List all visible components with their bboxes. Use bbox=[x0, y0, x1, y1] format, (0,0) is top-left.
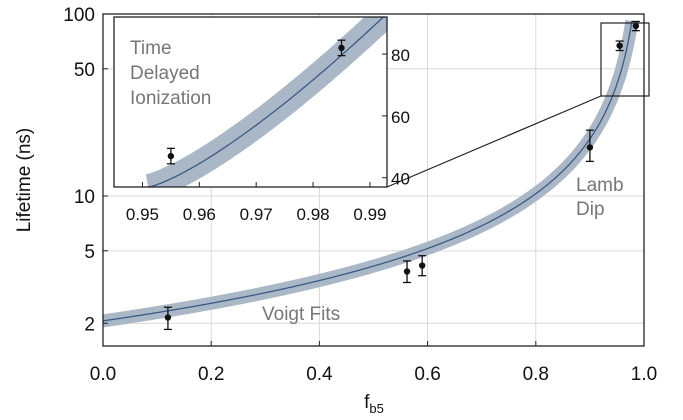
main-y-tick-label: 2 bbox=[84, 314, 95, 335]
inset-y-ticks: 40 60 80 bbox=[382, 46, 410, 189]
main-y-tick-label: 100 bbox=[63, 5, 95, 26]
main-data-point bbox=[616, 42, 623, 49]
inset-x-tick-label: 0.96 bbox=[183, 205, 216, 224]
inset-frame bbox=[113, 16, 388, 188]
main-x-tick-label: 0.4 bbox=[306, 364, 333, 385]
inset-fit-band bbox=[145, 17, 387, 187]
inset-x-tick-label: 0.95 bbox=[126, 205, 159, 224]
inset-annotation-line-1: Time bbox=[130, 38, 172, 59]
inset-y-tick-label: 80 bbox=[391, 46, 410, 65]
main-data-point bbox=[418, 262, 426, 269]
zoom-connector-line bbox=[386, 95, 602, 188]
inset-data-points bbox=[166, 39, 346, 165]
main-x-tick-label: 0.2 bbox=[198, 364, 224, 385]
main-x-ticks: 0.0 0.2 0.4 0.6 0.8 1.0 bbox=[90, 341, 657, 385]
main-y-tick-label: 5 bbox=[84, 242, 95, 263]
inset-x-tick-label: 0.97 bbox=[240, 205, 273, 224]
fit-line bbox=[102, 20, 633, 322]
x-axis-title-subscript: b5 bbox=[369, 401, 383, 416]
main-x-tick-label: 0.0 bbox=[90, 364, 116, 385]
inset-y-tick-label: 40 bbox=[391, 170, 410, 189]
x-axis-title: fb5 bbox=[364, 392, 384, 416]
y-axis-title: Lifetime (ns) bbox=[14, 128, 35, 233]
fit-band bbox=[97, 19, 639, 328]
main-y-ticks: 2 5 10 50 100 bbox=[63, 5, 108, 335]
inset-fit-line bbox=[147, 17, 385, 187]
inset-data-point bbox=[338, 44, 345, 52]
dip-annotation-line: Dip bbox=[576, 199, 605, 220]
main-data-point bbox=[403, 268, 411, 275]
main-data-point bbox=[586, 144, 594, 151]
voigt-fits-annotation: Voigt Fits bbox=[262, 304, 340, 325]
x-axis-title-main: f bbox=[364, 392, 370, 413]
main-x-tick-label: 0.6 bbox=[414, 364, 440, 385]
inset-x-tick-label: 0.99 bbox=[353, 205, 386, 224]
main-x-tick-label: 0.8 bbox=[523, 364, 549, 385]
inset-x-ticks: 0.95 0.96 0.97 0.98 0.99 bbox=[126, 182, 386, 224]
main-plot-frame bbox=[102, 13, 645, 347]
inset-data-point bbox=[167, 152, 175, 160]
main-data-points bbox=[163, 20, 640, 331]
main-x-tick-label: 1.0 bbox=[631, 364, 657, 385]
inset-y-tick-label: 60 bbox=[391, 108, 410, 127]
main-y-tick-label: 50 bbox=[74, 60, 95, 81]
main-data-point bbox=[164, 314, 172, 321]
inset-annotation-line-3: Ionization bbox=[130, 88, 211, 109]
zoom-box bbox=[600, 22, 650, 97]
inset-annotation-line-2: Delayed bbox=[130, 63, 200, 84]
main-data-point bbox=[632, 22, 640, 30]
main-y-tick-label: 10 bbox=[74, 187, 95, 208]
lamb-annotation-line: Lamb bbox=[576, 175, 624, 196]
inset-x-tick-label: 0.98 bbox=[297, 205, 330, 224]
